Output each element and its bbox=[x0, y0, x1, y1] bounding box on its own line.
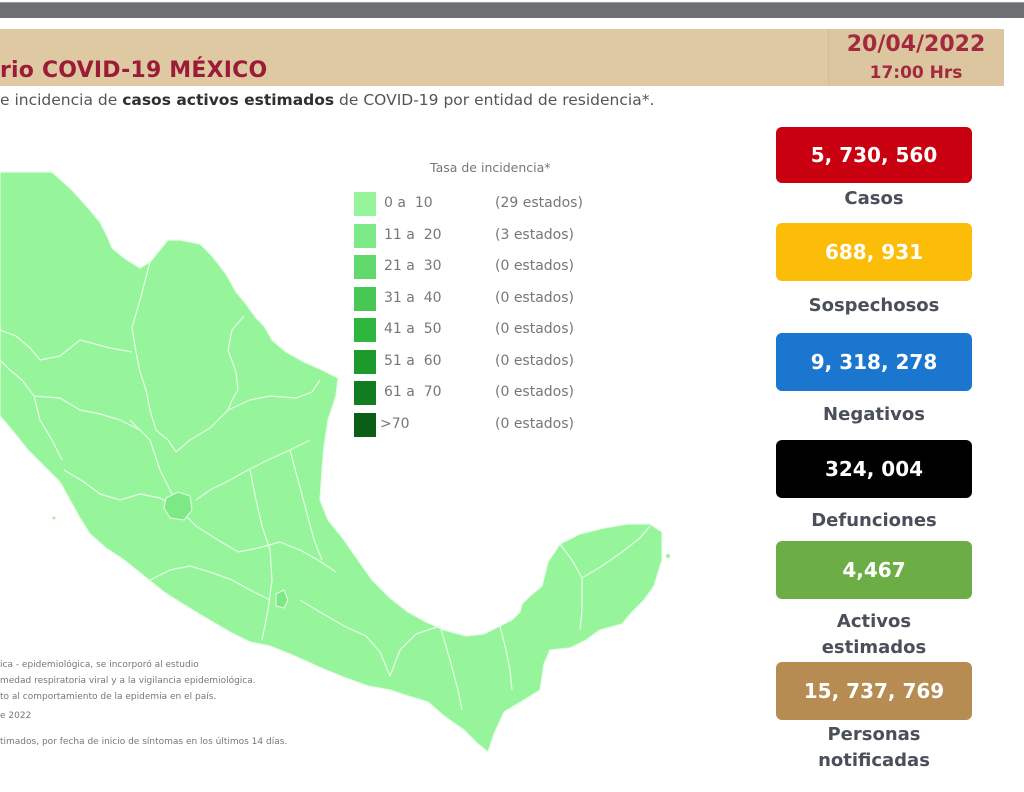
legend-range: 31 a 40 bbox=[384, 290, 442, 306]
stat-value-box: 9, 318, 278 bbox=[776, 333, 972, 391]
mexico-choropleth-map bbox=[0, 171, 670, 753]
legend-count: (0 estados) bbox=[495, 290, 575, 306]
state-border bbox=[249, 469, 273, 641]
legend-count: (29 estados) bbox=[495, 195, 583, 211]
stat-label: Defunciones bbox=[811, 510, 937, 531]
state-border bbox=[63, 469, 181, 511]
state-border bbox=[289, 449, 323, 561]
legend-swatch bbox=[354, 350, 376, 374]
legend-row: 51 a 60 (0 estados) bbox=[352, 350, 612, 376]
chart-subtitle: e incidencia de casos activos estimados … bbox=[0, 89, 654, 111]
legend-swatch bbox=[354, 192, 376, 216]
map-island bbox=[52, 516, 56, 520]
state-border bbox=[0, 329, 133, 361]
legend-row: 31 a 40 (0 estados) bbox=[352, 287, 612, 313]
stat-casos: 5, 730, 560 Casos bbox=[776, 127, 972, 212]
stat-defunciones: 324, 004 Defunciones bbox=[776, 440, 972, 534]
report-time: 17:00 Hrs bbox=[869, 63, 963, 83]
legend-count: (0 estados) bbox=[495, 258, 575, 274]
stat-value-box: 5, 730, 560 bbox=[776, 127, 972, 183]
stat-value-box: 15, 737, 769 bbox=[776, 662, 972, 720]
legend-range: 61 a 70 bbox=[384, 384, 442, 400]
footnote-line: timados, por fecha de inicio de síntomas… bbox=[0, 737, 288, 747]
map-states bbox=[0, 171, 663, 753]
legend-row: >70 (0 estados) bbox=[352, 413, 612, 439]
header-band bbox=[0, 29, 1004, 86]
legend-count: (0 estados) bbox=[495, 321, 575, 337]
legend-range: 0 a 10 bbox=[384, 195, 433, 211]
state-border bbox=[581, 525, 651, 579]
legend-row: 61 a 70 (0 estados) bbox=[352, 381, 612, 407]
legend-row: 41 a 50 (0 estados) bbox=[352, 318, 612, 344]
stat-personas-notificadas: 15, 737, 769 Personas notificadas bbox=[776, 662, 972, 774]
legend-count: (0 estados) bbox=[495, 416, 575, 432]
stat-label: Casos bbox=[844, 188, 904, 209]
footnote-line: medad respiratoria viral y a la vigilanc… bbox=[0, 676, 256, 686]
date-box bbox=[828, 29, 1004, 86]
legend-count: (0 estados) bbox=[495, 353, 575, 369]
stat-value-box: 324, 004 bbox=[776, 440, 972, 498]
legend-count: (0 estados) bbox=[495, 384, 575, 400]
state-border bbox=[299, 599, 391, 677]
state-border bbox=[227, 315, 245, 411]
legend-range: >70 bbox=[380, 416, 410, 432]
footnote-line: to al comportamiento de la epidemia en e… bbox=[0, 692, 217, 702]
map-state-higher-incidence bbox=[275, 589, 289, 609]
map-state-higher-incidence bbox=[163, 491, 193, 521]
legend-title: Tasa de incidencia* bbox=[430, 160, 551, 175]
state-border bbox=[131, 261, 151, 373]
state-border bbox=[195, 525, 337, 573]
stat-negativos: 9, 318, 278 Negativos bbox=[776, 333, 972, 428]
stat-label: Personas notificadas bbox=[776, 722, 972, 774]
subtitle-bold: casos activos estimados bbox=[122, 91, 335, 109]
legend-range: 21 a 30 bbox=[384, 258, 442, 274]
legend-swatch bbox=[354, 224, 376, 248]
state-border bbox=[149, 565, 271, 601]
state-border bbox=[439, 625, 463, 711]
state-border bbox=[389, 625, 441, 677]
stat-label-line: Personas bbox=[827, 724, 921, 745]
legend-row: 0 a 10 (29 estados) bbox=[352, 192, 612, 218]
stat-label-line: notificadas bbox=[818, 750, 930, 771]
legend-range: 51 a 60 bbox=[384, 353, 442, 369]
top-gray-strip bbox=[0, 2, 1024, 18]
legend-swatch bbox=[354, 287, 376, 311]
page-title: rio COVID-19 MÉXICO bbox=[0, 58, 268, 83]
stat-label-line: estimados bbox=[821, 637, 927, 658]
footnote-line: ica - epidemiológica, se incorporó al es… bbox=[0, 660, 199, 670]
stat-sospechosos: 688, 931 Sospechosos bbox=[776, 223, 972, 319]
state-border bbox=[499, 625, 513, 691]
map-landmass bbox=[0, 171, 663, 753]
footnote-line: e 2022 bbox=[0, 711, 32, 721]
legend-swatch bbox=[354, 413, 376, 437]
stat-label: Activos estimados bbox=[776, 609, 972, 661]
stat-value-box: 688, 931 bbox=[776, 223, 972, 281]
state-border bbox=[175, 379, 321, 453]
legend-row: 11 a 20 (3 estados) bbox=[352, 224, 612, 250]
stat-label: Negativos bbox=[823, 404, 925, 425]
stat-activos-estimados: 4,467 Activos estimados bbox=[776, 541, 972, 661]
report-date: 20/04/2022 bbox=[846, 32, 986, 57]
map-island bbox=[666, 554, 670, 558]
subtitle-post: de COVID-19 por entidad de residencia*. bbox=[334, 91, 655, 109]
legend-swatch bbox=[354, 255, 376, 279]
top-bar bbox=[0, 0, 1024, 20]
state-border bbox=[33, 395, 141, 431]
stat-label-line: Activos bbox=[836, 611, 912, 632]
legend-range: 11 a 20 bbox=[384, 227, 442, 243]
subtitle-pre: e incidencia de bbox=[0, 91, 123, 109]
state-border bbox=[139, 371, 177, 453]
stat-value-box: 4,467 bbox=[776, 541, 972, 599]
stat-label: Sospechosos bbox=[808, 295, 940, 316]
legend-swatch bbox=[354, 318, 376, 342]
legend-count: (3 estados) bbox=[495, 227, 575, 243]
legend-range: 41 a 50 bbox=[384, 321, 442, 337]
legend-swatch bbox=[354, 381, 376, 405]
legend-row: 21 a 30 (0 estados) bbox=[352, 255, 612, 281]
